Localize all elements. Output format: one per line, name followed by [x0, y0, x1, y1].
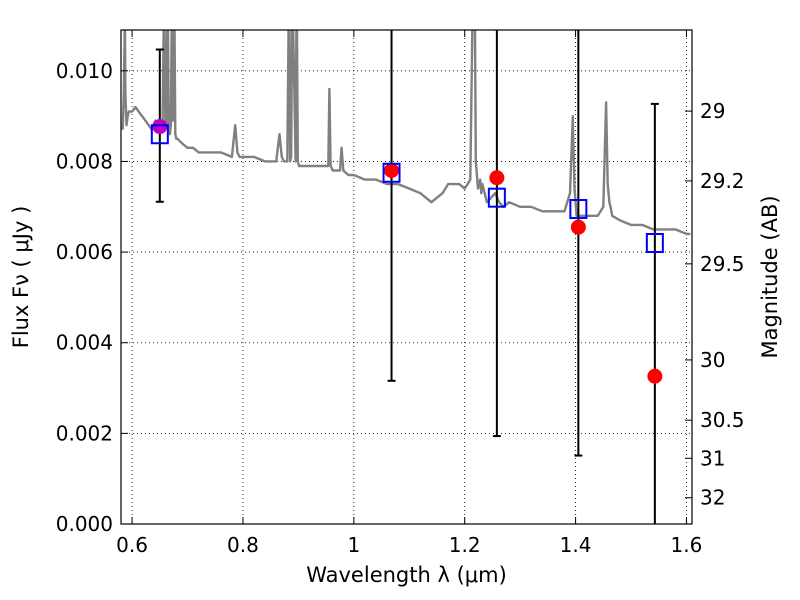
model-band-flux-point [569, 199, 588, 220]
y-axis-label: Flux Fν ( μJy ) [9, 206, 33, 349]
y2-tick-label: 31 [700, 446, 725, 470]
axis-ticks: 0.6 0.8 1 1.2 1.4 1.6 0.000 0.002 0.004 0.006 0.00… [56, 30, 745, 557]
x-axis-label: Wavelength λ (μm) [306, 563, 507, 587]
observed-flux-point [570, 219, 586, 235]
model-band-flux-point [150, 124, 169, 145]
model-spectrum-layer [121, 30, 691, 236]
y2-tick-label: 30 [700, 348, 725, 372]
y-tick-label: 0.006 [56, 240, 113, 264]
x-tick-label: 1.6 [671, 533, 703, 557]
model-spectrum-line [121, 30, 691, 236]
y2-tick-label: 29.5 [700, 252, 745, 276]
y2-tick-label: 29 [700, 99, 725, 123]
observed-flux-optical-point [152, 119, 168, 135]
observed-flux-point [647, 368, 663, 384]
model-band-flux-point [645, 233, 664, 254]
y-tick-label: 0.004 [56, 331, 113, 355]
model-band-flux-point [487, 187, 506, 208]
y2-tick-label: 30.5 [700, 408, 745, 432]
y2-axis-label: Magnitude (AB) [758, 195, 782, 358]
y2-tick-label: 29.2 [700, 169, 745, 193]
y-tick-label: 0.010 [56, 59, 113, 83]
x-tick-label: 1.2 [449, 533, 481, 557]
observed-flux-point [384, 162, 400, 178]
plot-frame [120, 29, 693, 525]
x-tick-label: 0.8 [227, 533, 259, 557]
model-band-flux-point [382, 162, 401, 183]
x-tick-label: 1.4 [560, 533, 592, 557]
x-tick-label: 0.6 [116, 533, 148, 557]
y-tick-label: 0.002 [56, 421, 113, 445]
x-tick-label: 1 [347, 533, 360, 557]
observed-flux-point [489, 170, 505, 186]
y-tick-label: 0.008 [56, 149, 113, 173]
y-tick-label: 0.000 [56, 512, 113, 536]
data-points-layer [150, 30, 664, 524]
y2-tick-label: 32 [700, 486, 725, 510]
